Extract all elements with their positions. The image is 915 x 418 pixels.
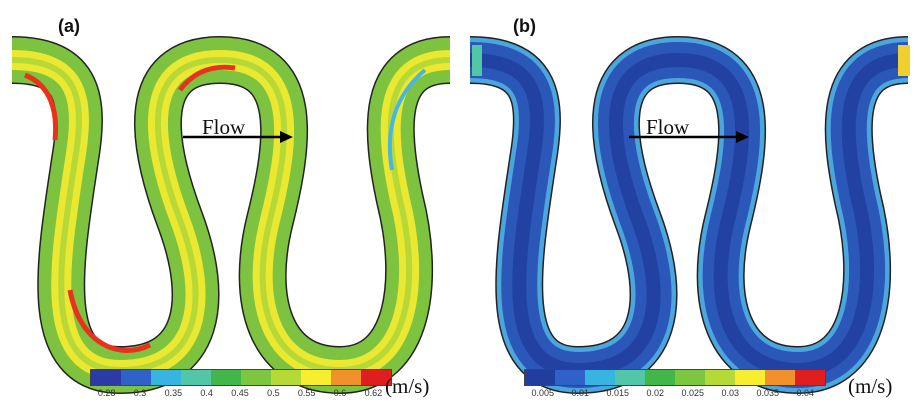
velocity-peak-streak — [178, 64, 236, 92]
colorbar-swatch — [735, 370, 765, 385]
velocity-peak-streak — [67, 289, 152, 353]
colorbar-swatch — [181, 370, 211, 385]
colorbar-tick-label: 0.55 — [297, 388, 316, 398]
colorbar-swatch — [241, 370, 271, 385]
colorbar-tick-label: 0.28 — [97, 388, 116, 398]
colorbar-swatches — [524, 369, 826, 386]
colorbar-swatch — [705, 370, 735, 385]
colorbar-swatch — [585, 370, 615, 385]
colorbar-tick-label: 0.01 — [571, 388, 590, 398]
colorbar-tick-label: 0.04 — [796, 388, 815, 398]
velocity-peak-streak — [23, 72, 59, 141]
colorbar-tick-label: 0.03 — [721, 388, 740, 398]
unit-label: (m/s) — [385, 374, 430, 398]
colorbar-swatches — [90, 369, 392, 386]
colorbar-tick-label: 0.45 — [231, 388, 249, 398]
colorbar-swatch — [121, 370, 151, 385]
colorbar-swatch — [331, 370, 361, 385]
colorbar-tick-label: 0.015 — [606, 388, 630, 398]
flow-arrowhead-icon — [280, 131, 293, 143]
colorbar-swatch — [615, 370, 645, 385]
colorbar-tick-label: 0.005 — [531, 388, 555, 398]
colorbar-swatch — [675, 370, 705, 385]
colorbar-tick-label: 0.025 — [681, 388, 705, 398]
colorbar-swatch — [91, 370, 121, 385]
colorbar-swatch — [211, 370, 241, 385]
panel-a: (a) Flow 0.28 0.3 0.35 0.4 0.45 0.5 0.55 0.6 0.6… — [11, 16, 452, 400]
colorbar-tick-label: 0.6 — [333, 388, 347, 398]
velocity-field-core — [469, 52, 909, 378]
flow-arrowhead-icon — [736, 131, 749, 143]
colorbar-swatch — [525, 370, 555, 385]
colorbar-tick-label: 0.4 — [200, 388, 213, 398]
colorbar-ticks: 0.28 0.3 0.35 0.4 0.45 0.5 0.55 0.6 0.62 — [90, 388, 392, 400]
colorbar-swatch — [555, 370, 585, 385]
panel-label: (b) — [513, 16, 536, 36]
panel-b: (b) Flow 0.005 0.01 0.015 0.02 0.025 0.03 0.03… — [458, 0, 915, 418]
colorbar: 0.28 0.3 0.35 0.4 0.45 0.5 0.55 0.6 0.62 — [90, 369, 392, 400]
serpentine-channel-b — [469, 35, 910, 395]
colorbar-tick-label: 0.035 — [756, 388, 780, 398]
flow-label: Flow — [202, 115, 246, 139]
panel-label: (a) — [58, 16, 80, 36]
outlet-high-spot — [898, 45, 910, 76]
colorbar-swatch — [151, 370, 181, 385]
colorbar-tick-label: 0.3 — [133, 388, 147, 398]
colorbar: 0.005 0.01 0.015 0.02 0.025 0.03 0.035 0.04 — [524, 369, 826, 400]
colorbar-swatch — [765, 370, 795, 385]
unit-label: (m/s) — [848, 374, 893, 398]
colorbar-swatch — [361, 370, 391, 385]
colorbar-swatch — [645, 370, 675, 385]
colorbar-tick-label: 0.62 — [364, 388, 383, 398]
colorbar-swatch — [795, 370, 825, 385]
velocity-field-core — [11, 56, 451, 374]
colorbar-swatch — [271, 370, 301, 385]
colorbar-tick-label: 0.02 — [646, 388, 665, 398]
colorbar-ticks: 0.005 0.01 0.015 0.02 0.025 0.03 0.035 0.04 — [524, 388, 826, 400]
colorbar-tick-label: 0.5 — [267, 388, 280, 398]
flow-label: Flow — [646, 115, 690, 139]
serpentine-channel-a — [11, 35, 452, 395]
colorbar-tick-label: 0.35 — [164, 388, 183, 398]
wall-streak — [387, 68, 427, 171]
inlet-high-spot — [472, 45, 482, 76]
colorbar-swatch — [301, 370, 331, 385]
